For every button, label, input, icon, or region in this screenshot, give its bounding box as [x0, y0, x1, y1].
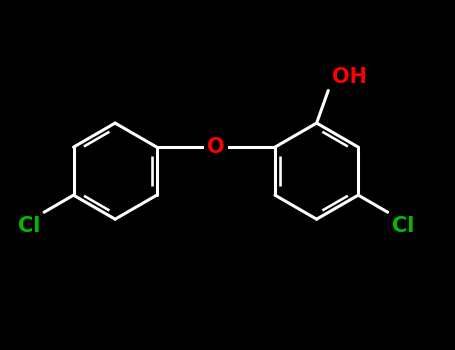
Text: O: O [207, 137, 225, 157]
Text: Cl: Cl [392, 216, 414, 236]
Text: Cl: Cl [18, 216, 40, 236]
Text: OH: OH [332, 66, 367, 87]
